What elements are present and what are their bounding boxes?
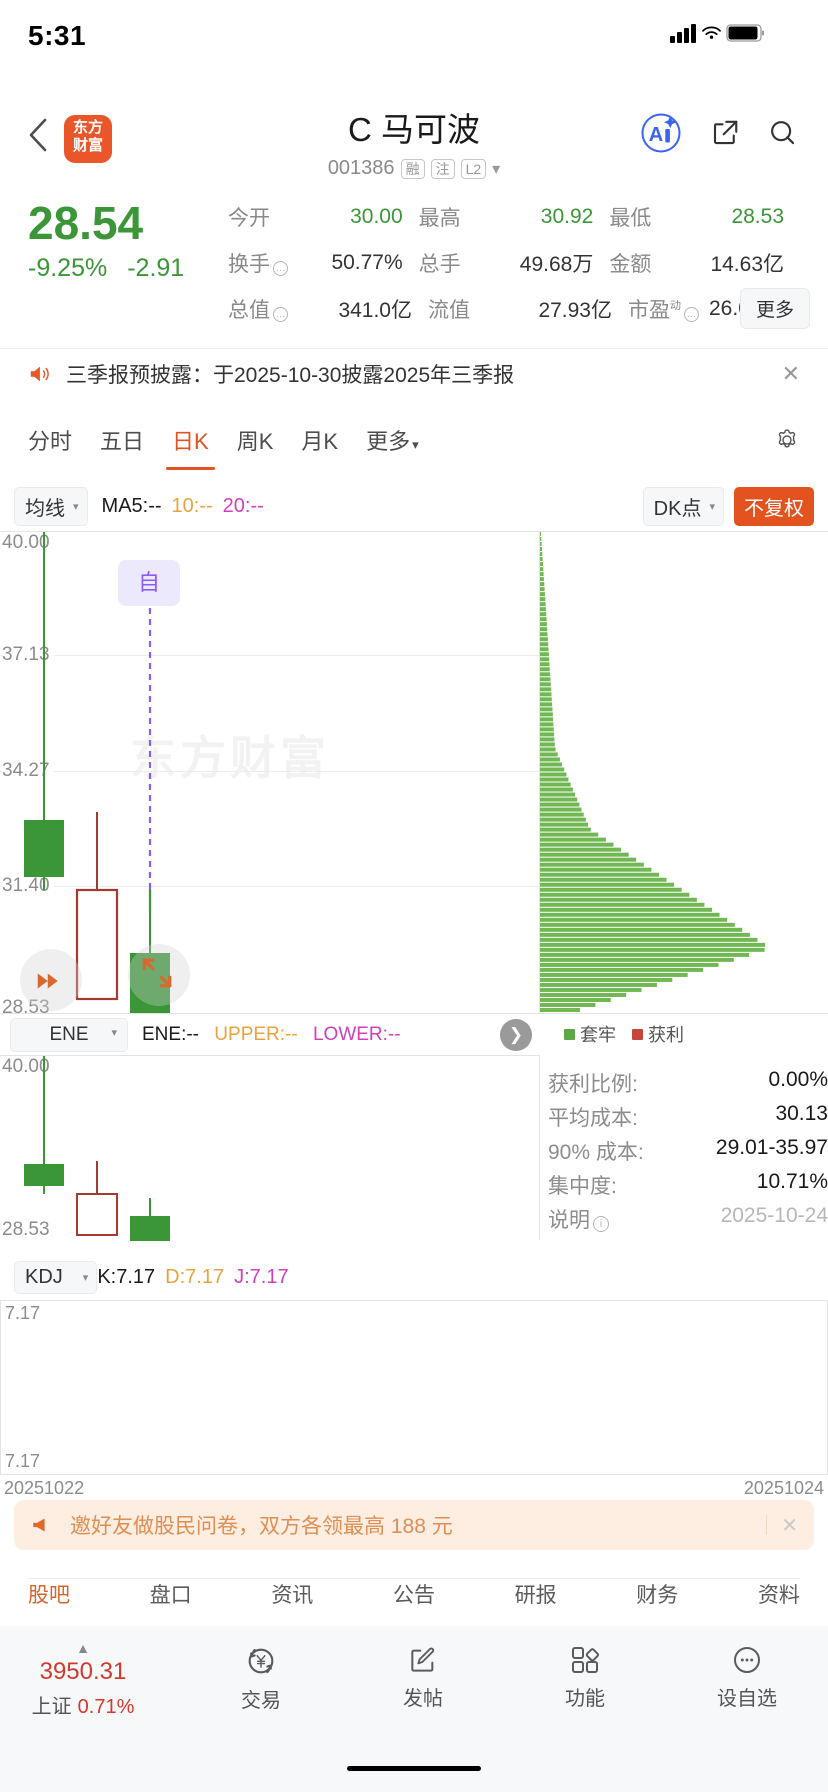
svg-text:A: A xyxy=(649,124,663,146)
